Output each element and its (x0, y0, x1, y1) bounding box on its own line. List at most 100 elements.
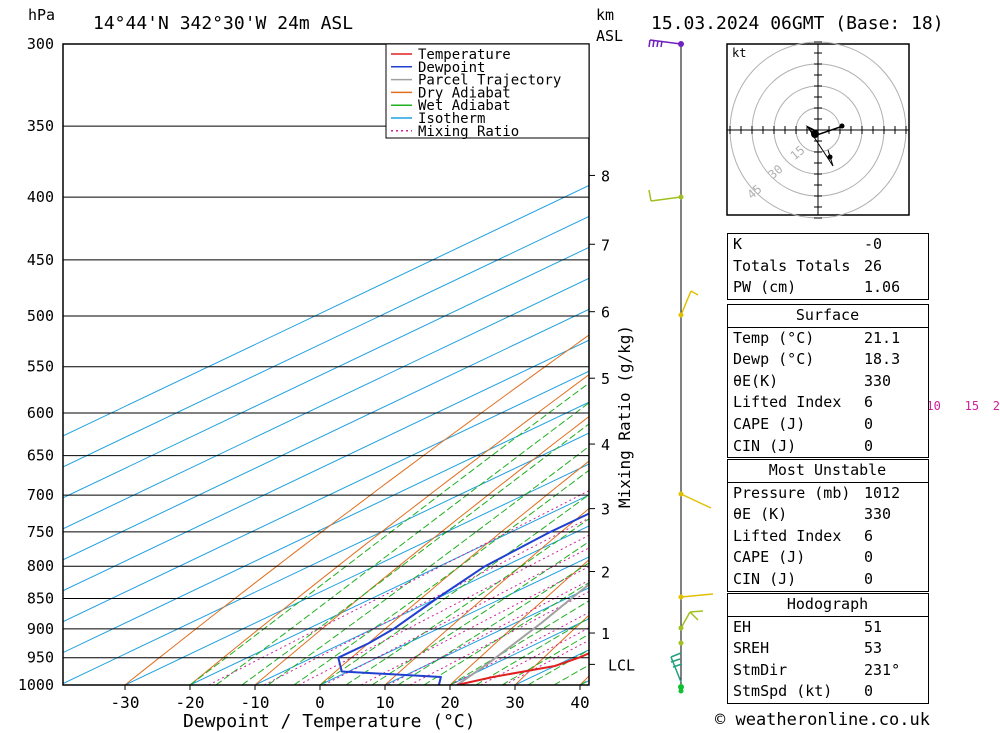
isotherm-line (63, 401, 589, 654)
index-value: 1012 (864, 483, 901, 502)
hodo-row: StmSpd (kt) 0 (728, 681, 928, 703)
index-label: Lifted Index (733, 393, 842, 412)
asl-label: ASL (596, 27, 623, 45)
wind-dot-500 (678, 312, 684, 318)
dry-adiabat-line (124, 334, 589, 685)
isotherm-line (63, 246, 589, 499)
most-unstable-panel: Most Unstable Pressure (mb) 1012 θE (K) 33… (727, 459, 929, 592)
index-value: 26 (864, 256, 883, 275)
unstable-row: Lifted Index 6 (728, 526, 928, 548)
km-tick-label: 7 (601, 236, 610, 254)
isotherm-line (254, 525, 589, 685)
surface-title: Surface (728, 305, 928, 328)
series-line-parcel-trajectory (456, 583, 589, 685)
surface-row: θE(K) 330 (728, 371, 928, 393)
index-label: Dewp (°C) (733, 350, 815, 369)
index-value: 18.3 (864, 350, 901, 369)
isotherm-line (63, 339, 589, 592)
hodograph: kt 15 30 45 (726, 41, 910, 219)
index-label: CAPE (J) (733, 414, 806, 433)
hodograph-point-origin (811, 130, 819, 138)
hpa-label: hPa (28, 6, 55, 24)
index-row-totals: Totals Totals 26 (728, 256, 928, 278)
legend-label: Dry Adiabat (418, 85, 511, 101)
isotherm-line (319, 556, 589, 685)
surface-row: Lifted Index 6 (728, 392, 928, 414)
wet-adiabat-line (423, 581, 589, 685)
mixing-ratio-label: 15 (965, 399, 979, 413)
wind-dot-surface (678, 684, 684, 690)
wind-barb-500 (680, 290, 699, 316)
legend-label: Mixing Ratio (418, 124, 519, 140)
dry-adiabat-line (319, 460, 589, 685)
index-label: CAPE (J) (733, 548, 806, 567)
wind-profile (648, 39, 714, 694)
location-title: 14°44'N 342°30'W 24m ASL (93, 13, 353, 34)
pressure-tick-label: 400 (27, 188, 54, 206)
isotherm-line (63, 184, 589, 437)
km-tick-label: 3 (601, 501, 610, 519)
unstable-row: CAPE (J) 0 (728, 547, 928, 569)
index-value: 53 (864, 639, 883, 658)
index-value: 0 (864, 414, 874, 433)
wet-adiabat-line (319, 494, 589, 685)
dry-adiabat-line (189, 374, 589, 685)
pressure-tick-label: 700 (27, 486, 54, 504)
general-indices-panel: K -0 Totals Totals 26 PW (cm) 1.06 (727, 233, 929, 300)
pressure-tick-label: 300 (27, 35, 54, 53)
pressure-tick-label: 350 (27, 117, 54, 135)
index-label: Temp (°C) (733, 328, 815, 347)
index-value: 0 (864, 682, 874, 701)
wet-adiabat-line (371, 541, 589, 685)
legend-label: Wet Adiabat (418, 98, 511, 114)
km-tick-label: 4 (601, 436, 610, 454)
unstable-row: Pressure (mb) 1012 (728, 483, 928, 505)
mixing-ratio-line (263, 517, 589, 685)
mixing-ratio-label: 20 (993, 399, 1000, 413)
temperature-tick-label: -30 (111, 693, 140, 712)
wind-dot-400 (678, 194, 684, 200)
pressure-tick-label: 800 (27, 557, 54, 575)
pressure-tick-label: 950 (27, 649, 54, 667)
temperature-tick-label: -10 (241, 693, 270, 712)
index-label: EH (733, 617, 752, 636)
index-value: 6 (864, 393, 874, 412)
wind-barb-900 (680, 610, 704, 629)
pressure-tick-label: 750 (27, 523, 54, 541)
background-lines (63, 184, 589, 685)
isotherm-line (124, 463, 589, 685)
mixing-ratio-label: 10 (926, 399, 940, 413)
km-tick-label: 8 (601, 167, 610, 185)
wind-barb-950 (670, 652, 683, 683)
pressure-tick-label: 900 (27, 620, 54, 638)
index-value: 231° (864, 660, 901, 679)
index-value: -0 (864, 235, 883, 253)
km-tick-label: 1 (601, 625, 610, 643)
wind-barb-700 (680, 493, 712, 509)
surface-panel: Surface Temp (°C) 21.1 Dewp (°C) 18.3 θE(K… (727, 304, 929, 459)
dry-adiabat-line (449, 559, 589, 685)
temperature-tick-label: 10 (375, 693, 394, 712)
series-line-dewpoint (337, 512, 589, 685)
temperature-tick-label: 0 (315, 693, 325, 712)
index-row-k: K -0 (728, 234, 928, 256)
hodograph-point-1 (839, 123, 845, 129)
hodograph-unit-label: kt (732, 46, 746, 60)
wet-adiabat-line (397, 562, 589, 685)
mixing-ratio-line (298, 534, 589, 685)
hodograph-trace (805, 125, 844, 137)
lcl-label: LCL (608, 656, 635, 674)
wind-barb-300 (648, 39, 682, 48)
profile-lines (337, 512, 589, 685)
isotherm-line (63, 215, 589, 468)
index-value: 1.06 (864, 278, 901, 297)
most-unstable-title: Most Unstable (728, 460, 928, 483)
dry-adiabat-line (514, 614, 589, 685)
legend-label: Isotherm (418, 111, 485, 127)
km-label: km (596, 6, 614, 24)
pressure-tick-label: 650 (27, 447, 54, 465)
index-label: Pressure (mb) (733, 483, 851, 502)
unstable-row: CIN (J) 0 (728, 569, 928, 591)
index-label: θE (K) (733, 505, 788, 524)
index-label: StmSpd (kt) (733, 682, 833, 701)
